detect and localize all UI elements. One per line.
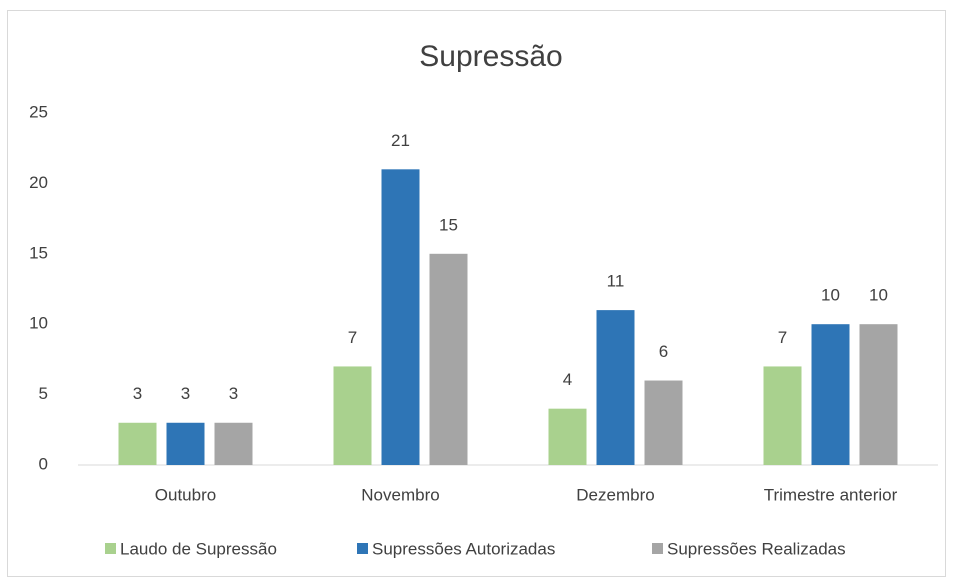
bar	[763, 366, 802, 465]
bar	[214, 422, 253, 465]
legend-label: Laudo de Supressão	[120, 539, 277, 558]
bar	[811, 324, 850, 465]
y-tick-label: 20	[29, 173, 48, 192]
bar	[859, 324, 898, 465]
data-label: 10	[821, 286, 840, 305]
data-label: 10	[869, 286, 888, 305]
data-label: 11	[607, 272, 625, 291]
legend-label: Supressões Autorizadas	[372, 539, 555, 558]
bar	[596, 310, 635, 465]
data-label: 4	[563, 370, 572, 389]
x-tick-label: Outubro	[155, 485, 216, 504]
y-tick-label: 10	[29, 314, 48, 333]
data-label: 21	[391, 131, 410, 150]
data-label: 15	[439, 215, 458, 234]
data-label: 7	[778, 328, 787, 347]
legend-swatch	[105, 543, 116, 554]
bar	[166, 422, 205, 465]
x-tick-label: Novembro	[361, 485, 439, 504]
data-label: 3	[229, 384, 238, 403]
x-tick-label: Dezembro	[576, 485, 654, 504]
y-tick-label: 25	[29, 102, 48, 121]
y-tick-label: 5	[39, 384, 48, 403]
x-tick-label: Trimestre anterior	[764, 485, 898, 504]
y-tick-label: 15	[29, 243, 48, 262]
data-label: 7	[348, 328, 357, 347]
bar	[429, 253, 468, 465]
legend-label: Supressões Realizadas	[667, 539, 846, 558]
y-tick-label: 0	[39, 454, 48, 473]
data-label: 6	[659, 342, 668, 361]
chart-title: Supressão	[419, 40, 562, 73]
bar	[644, 380, 683, 465]
bar	[118, 422, 157, 465]
data-label: 3	[133, 384, 142, 403]
data-label: 3	[181, 384, 190, 403]
bar	[548, 408, 587, 465]
bar	[381, 169, 420, 465]
legend-swatch	[652, 543, 663, 554]
legend-swatch	[357, 543, 368, 554]
chart-border	[7, 10, 946, 577]
bar	[333, 366, 372, 465]
